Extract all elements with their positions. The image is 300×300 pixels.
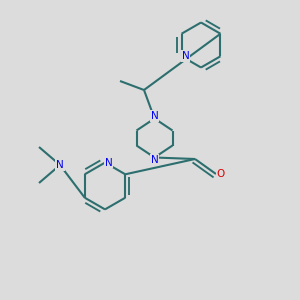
Text: N: N xyxy=(151,111,158,121)
Text: N: N xyxy=(105,158,112,168)
Text: O: O xyxy=(216,169,225,179)
Text: N: N xyxy=(56,160,64,170)
Text: N: N xyxy=(151,155,158,165)
Text: N: N xyxy=(182,51,189,61)
